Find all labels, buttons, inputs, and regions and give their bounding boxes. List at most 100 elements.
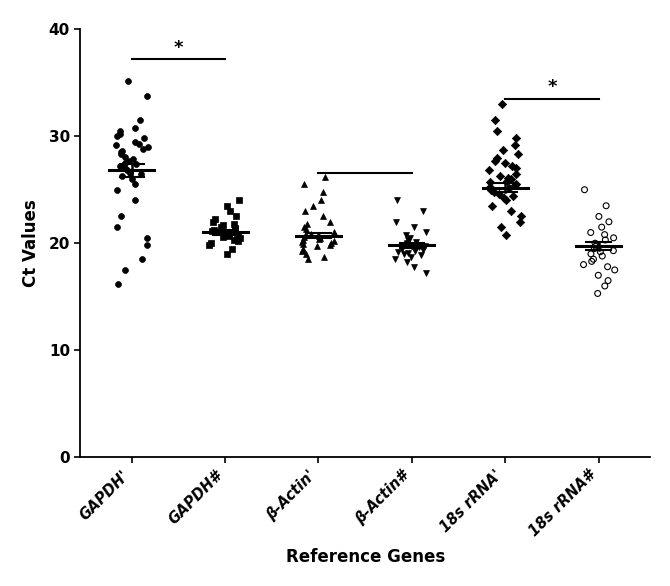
Point <box>229 219 240 229</box>
Point <box>600 281 610 291</box>
Point <box>142 241 153 250</box>
Point <box>402 248 413 257</box>
Point <box>134 115 145 125</box>
Point <box>136 169 147 178</box>
Point <box>320 172 330 182</box>
Point <box>420 268 431 278</box>
Point <box>500 196 511 205</box>
Point <box>300 206 311 216</box>
Point <box>229 224 240 234</box>
Point <box>225 206 236 216</box>
Point <box>308 201 318 210</box>
Point <box>510 180 521 190</box>
Point <box>402 236 413 245</box>
Point <box>410 246 421 255</box>
Point <box>392 247 403 257</box>
Point <box>498 145 509 155</box>
Point <box>130 137 141 146</box>
Y-axis label: Ct Values: Ct Values <box>22 199 40 287</box>
Point <box>419 241 430 251</box>
Point <box>500 158 511 168</box>
Point <box>298 223 309 232</box>
Point <box>127 175 137 184</box>
Point <box>204 241 215 250</box>
Point <box>298 240 309 249</box>
Point <box>483 166 494 175</box>
Point <box>217 232 228 241</box>
Point <box>502 173 513 183</box>
Point <box>490 156 500 165</box>
Point <box>235 233 246 243</box>
Point <box>592 289 603 298</box>
Point <box>224 231 234 240</box>
Point <box>207 227 218 236</box>
Point <box>122 76 133 86</box>
Point <box>604 217 614 227</box>
Point <box>484 178 495 187</box>
Point <box>233 196 244 205</box>
Point <box>318 253 329 262</box>
Point <box>328 228 339 237</box>
Point <box>505 206 516 216</box>
Point <box>325 239 336 248</box>
Point <box>141 233 152 243</box>
Point <box>494 189 505 199</box>
Point <box>130 123 141 132</box>
X-axis label: Reference Genes: Reference Genes <box>285 547 445 565</box>
Point <box>506 175 517 184</box>
Text: *: * <box>174 39 183 57</box>
Point <box>492 153 502 162</box>
Point <box>401 258 412 267</box>
Point <box>124 156 135 165</box>
Point <box>595 247 606 257</box>
Point <box>586 228 596 237</box>
Point <box>593 271 604 280</box>
Point <box>139 134 149 143</box>
Point <box>402 240 413 249</box>
Point <box>391 217 402 227</box>
Point <box>490 115 500 125</box>
Point <box>229 223 240 233</box>
Point <box>590 239 600 248</box>
Point <box>489 187 500 196</box>
Point <box>112 223 123 232</box>
Point <box>119 163 130 173</box>
Point <box>231 212 242 221</box>
Point <box>130 159 141 169</box>
Point <box>492 126 502 135</box>
Point <box>113 279 123 288</box>
Point <box>133 139 144 148</box>
Point <box>417 245 428 254</box>
Point <box>297 244 308 253</box>
Point <box>401 230 411 239</box>
Point <box>120 265 131 275</box>
Point <box>500 230 511 239</box>
Point <box>232 230 243 239</box>
Point <box>486 185 496 195</box>
Point <box>208 226 219 235</box>
Point <box>120 152 131 161</box>
Point <box>302 219 312 229</box>
Point <box>117 171 127 180</box>
Point <box>397 241 408 250</box>
Point <box>513 150 524 159</box>
Point <box>298 180 309 189</box>
Point <box>608 246 618 255</box>
Point <box>226 244 237 253</box>
Point <box>405 253 416 262</box>
Point <box>218 220 228 230</box>
Point <box>300 249 311 258</box>
Point <box>390 254 401 264</box>
Point <box>599 230 610 239</box>
Point <box>303 254 314 264</box>
Point <box>596 223 607 232</box>
Point <box>590 241 601 251</box>
Point <box>210 214 220 223</box>
Point <box>122 166 133 175</box>
Point <box>206 239 216 248</box>
Point <box>130 196 141 205</box>
Point <box>223 229 234 239</box>
Point <box>328 236 339 246</box>
Point <box>485 182 496 191</box>
Point <box>318 212 328 221</box>
